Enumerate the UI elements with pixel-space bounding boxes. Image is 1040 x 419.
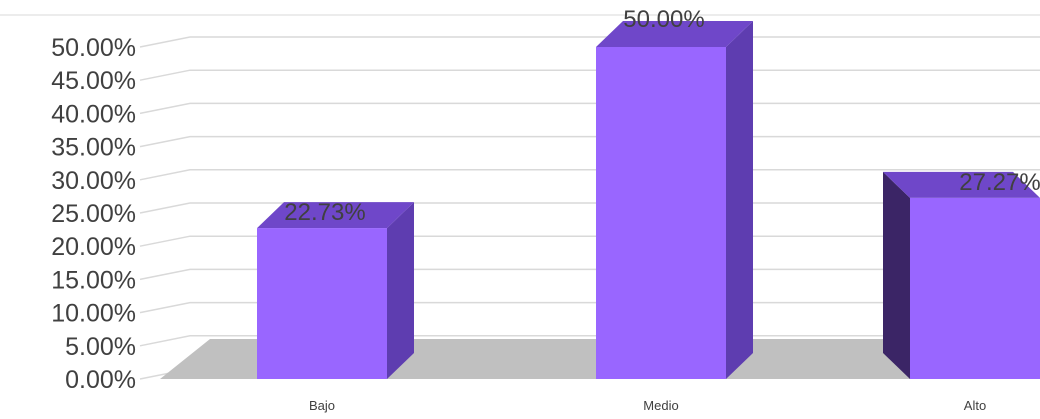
data-labels: 22.73% 50.00% 27.27% [284,6,1040,226]
gridlines [139,36,1040,380]
bar-front [257,228,387,379]
x-tick-label: Bajo [309,398,335,413]
bar-front [596,47,726,379]
x-tick-label: Alto [964,398,986,413]
bar-top [257,202,414,229]
gridline [139,102,1040,115]
y-tick-label: 20.00% [51,233,136,261]
y-tick-label: 10.00% [51,300,136,328]
y-tick-label: 50.00% [51,34,136,62]
y-tick-label: 15.00% [51,266,136,294]
bar-side [387,202,414,379]
data-label: 22.73% [284,199,365,226]
bar-medio [596,21,753,379]
y-tick-label: 5.00% [65,333,136,361]
gridline [139,169,1040,181]
bar-side [883,171,910,379]
gridline [139,335,1040,347]
y-axis-ticks: 0.00% 5.00% 10.00% 15.00% 20.00% 25.00% 30.00%… [51,34,136,394]
x-tick-label: Medio [643,398,678,413]
bar-top [596,21,753,47]
y-tick-label: 30.00% [51,167,136,195]
x-axis-ticks: Bajo Medio Alto [309,398,986,413]
bar-front [910,197,1040,379]
gridline [139,69,1040,81]
bar-side [726,21,753,379]
y-tick-label: 0.00% [65,366,136,394]
gridline [139,235,1040,247]
gridline [139,135,1040,148]
bar-top [883,171,1040,198]
y-tick-label: 40.00% [51,100,136,128]
gridline [139,202,1040,214]
bar-bajo [257,202,414,379]
y-tick-label: 25.00% [51,200,136,228]
y-tick-label: 35.00% [51,134,136,162]
gridline [139,36,1040,48]
gridline [139,268,1040,281]
bar-alto [883,171,1040,379]
bars [257,21,1040,379]
y-tick-label: 45.00% [51,67,136,95]
data-label: 50.00% [623,6,704,33]
data-label: 27.27% [959,169,1040,196]
gridline [139,301,1040,314]
